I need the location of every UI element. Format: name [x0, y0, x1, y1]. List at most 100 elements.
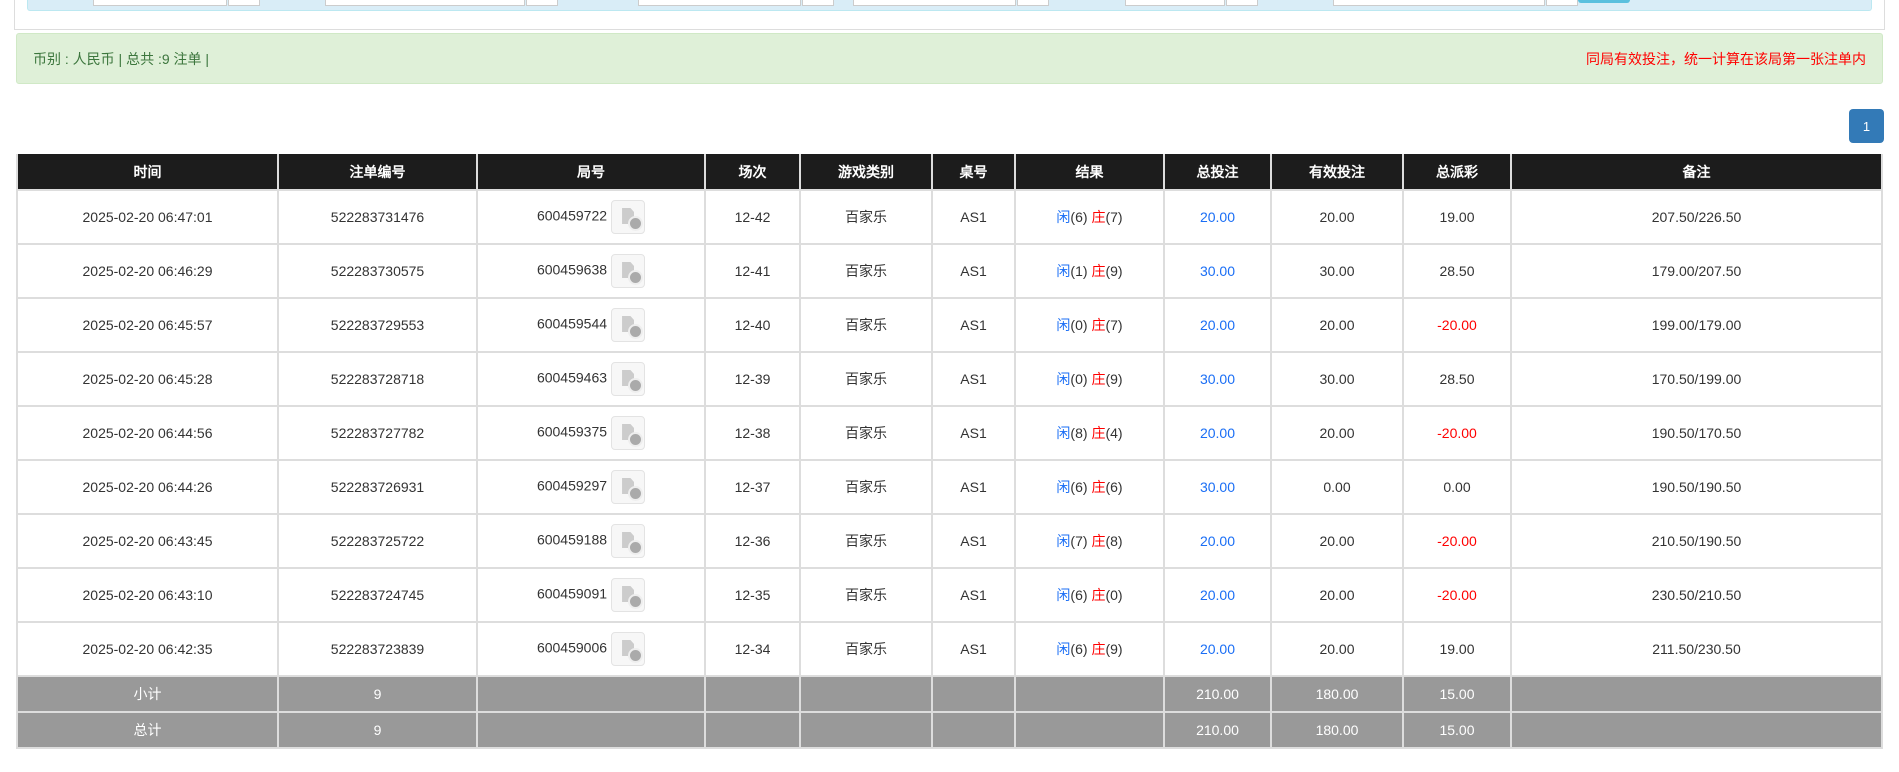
filter-input[interactable] [1125, 0, 1225, 6]
cell-round: 600459375 [476, 405, 706, 461]
total-count: 9 [277, 711, 478, 749]
cell-result: 闲(8) 庄(4) [1014, 405, 1165, 461]
video-replay-icon[interactable] [611, 254, 646, 288]
video-replay-icon[interactable] [611, 200, 646, 234]
filter-input[interactable] [1333, 0, 1545, 6]
header-result: 结果 [1014, 154, 1165, 191]
filter-bar [27, 0, 1872, 11]
cell-time: 2025-02-20 06:46:29 [16, 243, 279, 299]
search-button[interactable] [1578, 0, 1630, 3]
filter-addon[interactable] [1226, 0, 1258, 6]
filter-input[interactable] [93, 0, 227, 6]
cell-note: 190.50/190.50 [1510, 459, 1883, 515]
cell-session: 12-34 [704, 621, 801, 677]
banker-label: 庄 [1091, 209, 1106, 225]
cell-session: 12-38 [704, 405, 801, 461]
cell-result: 闲(6) 庄(7) [1014, 189, 1165, 245]
filter-input[interactable] [853, 0, 1016, 6]
round-number: 600459297 [536, 477, 608, 494]
cell-total-bet[interactable]: 20.00 [1163, 621, 1272, 677]
cell-bet-id: 522283724745 [277, 567, 478, 623]
player-points: (0) [1070, 371, 1088, 387]
round-number: 600459544 [536, 315, 608, 332]
cell-total-bet[interactable]: 30.00 [1163, 459, 1272, 515]
cell-valid-bet: 0.00 [1270, 459, 1404, 515]
cell-result: 闲(0) 庄(7) [1014, 297, 1165, 353]
cell-note: 179.00/207.50 [1510, 243, 1883, 299]
player-points: (6) [1070, 587, 1088, 603]
player-label: 闲 [1056, 371, 1071, 387]
filter-addon[interactable] [1017, 0, 1049, 6]
banker-label: 庄 [1091, 587, 1106, 603]
player-label: 闲 [1056, 641, 1071, 657]
cell-total-bet[interactable]: 20.00 [1163, 189, 1272, 245]
header-payout: 总派彩 [1402, 154, 1512, 191]
cell-table: AS1 [931, 513, 1016, 569]
banker-label: 庄 [1091, 479, 1106, 495]
header-time: 时间 [16, 154, 279, 191]
filter-addon[interactable] [802, 0, 834, 6]
banker-points: (7) [1105, 317, 1123, 333]
cell-game: 百家乐 [799, 297, 933, 353]
banker-points: (9) [1105, 641, 1123, 657]
cell-payout: 0.00 [1402, 459, 1512, 515]
round-number: 600459722 [536, 207, 608, 224]
cell-game: 百家乐 [799, 513, 933, 569]
cell-bet-id: 522283729553 [277, 297, 478, 353]
cell-total-bet[interactable]: 20.00 [1163, 297, 1272, 353]
cell-total-bet[interactable]: 30.00 [1163, 243, 1272, 299]
video-replay-icon[interactable] [611, 578, 646, 612]
cell-time: 2025-02-20 06:45:28 [16, 351, 279, 407]
cell-result: 闲(0) 庄(9) [1014, 351, 1165, 407]
filter-input[interactable] [325, 0, 525, 6]
player-label: 闲 [1056, 533, 1071, 549]
cell-payout: 28.50 [1402, 351, 1512, 407]
filter-addon[interactable] [1546, 0, 1578, 6]
video-replay-icon[interactable] [611, 416, 646, 450]
banker-label: 庄 [1091, 641, 1106, 657]
banker-points: (9) [1105, 263, 1123, 279]
cell-round: 600459544 [476, 297, 706, 353]
cell-total-bet[interactable]: 20.00 [1163, 567, 1272, 623]
cell-result: 闲(1) 庄(9) [1014, 243, 1165, 299]
header-bet-id: 注单编号 [277, 154, 478, 191]
video-replay-icon[interactable] [611, 632, 646, 666]
cell-game: 百家乐 [799, 459, 933, 515]
cell-payout: 19.00 [1402, 189, 1512, 245]
cell-table: AS1 [931, 189, 1016, 245]
cell-round: 600459722 [476, 189, 706, 245]
table-row: 2025-02-20 06:45:57 522283729553 6004595… [16, 297, 1883, 353]
page-button-1[interactable]: 1 [1849, 109, 1884, 143]
cell-total-bet[interactable]: 30.00 [1163, 351, 1272, 407]
cell-bet-id: 522283725722 [277, 513, 478, 569]
banker-points: (4) [1105, 425, 1123, 441]
player-label: 闲 [1056, 479, 1071, 495]
summary-alert: 币别 : 人民币 | 总共 :9 注单 | 同局有效投注，统一计算在该局第一张注… [16, 33, 1883, 84]
cell-total-bet[interactable]: 20.00 [1163, 513, 1272, 569]
video-replay-icon[interactable] [611, 308, 646, 342]
video-replay-icon[interactable] [611, 470, 646, 504]
cell-bet-id: 522283731476 [277, 189, 478, 245]
filter-input[interactable] [638, 0, 801, 6]
round-number: 600459463 [536, 369, 608, 386]
video-replay-icon[interactable] [611, 362, 646, 396]
filter-addon[interactable] [228, 0, 260, 6]
table-row: 2025-02-20 06:43:10 522283724745 6004590… [16, 567, 1883, 623]
video-replay-icon[interactable] [611, 524, 646, 558]
banker-points: (6) [1105, 479, 1123, 495]
cell-round: 600459006 [476, 621, 706, 677]
cell-note: 207.50/226.50 [1510, 189, 1883, 245]
cell-total-bet[interactable]: 20.00 [1163, 405, 1272, 461]
notice-text: 同局有效投注，统一计算在该局第一张注单内 [1586, 50, 1866, 67]
table-row: 2025-02-20 06:44:56 522283727782 6004593… [16, 405, 1883, 461]
cell-time: 2025-02-20 06:43:10 [16, 567, 279, 623]
total-total-bet: 210.00 [1163, 711, 1272, 749]
cell-session: 12-35 [704, 567, 801, 623]
cell-session: 12-41 [704, 243, 801, 299]
subtotal-valid-bet: 180.00 [1270, 675, 1404, 713]
header-session: 场次 [704, 154, 801, 191]
cell-valid-bet: 30.00 [1270, 351, 1404, 407]
cell-table: AS1 [931, 621, 1016, 677]
cell-session: 12-42 [704, 189, 801, 245]
filter-addon[interactable] [526, 0, 558, 6]
